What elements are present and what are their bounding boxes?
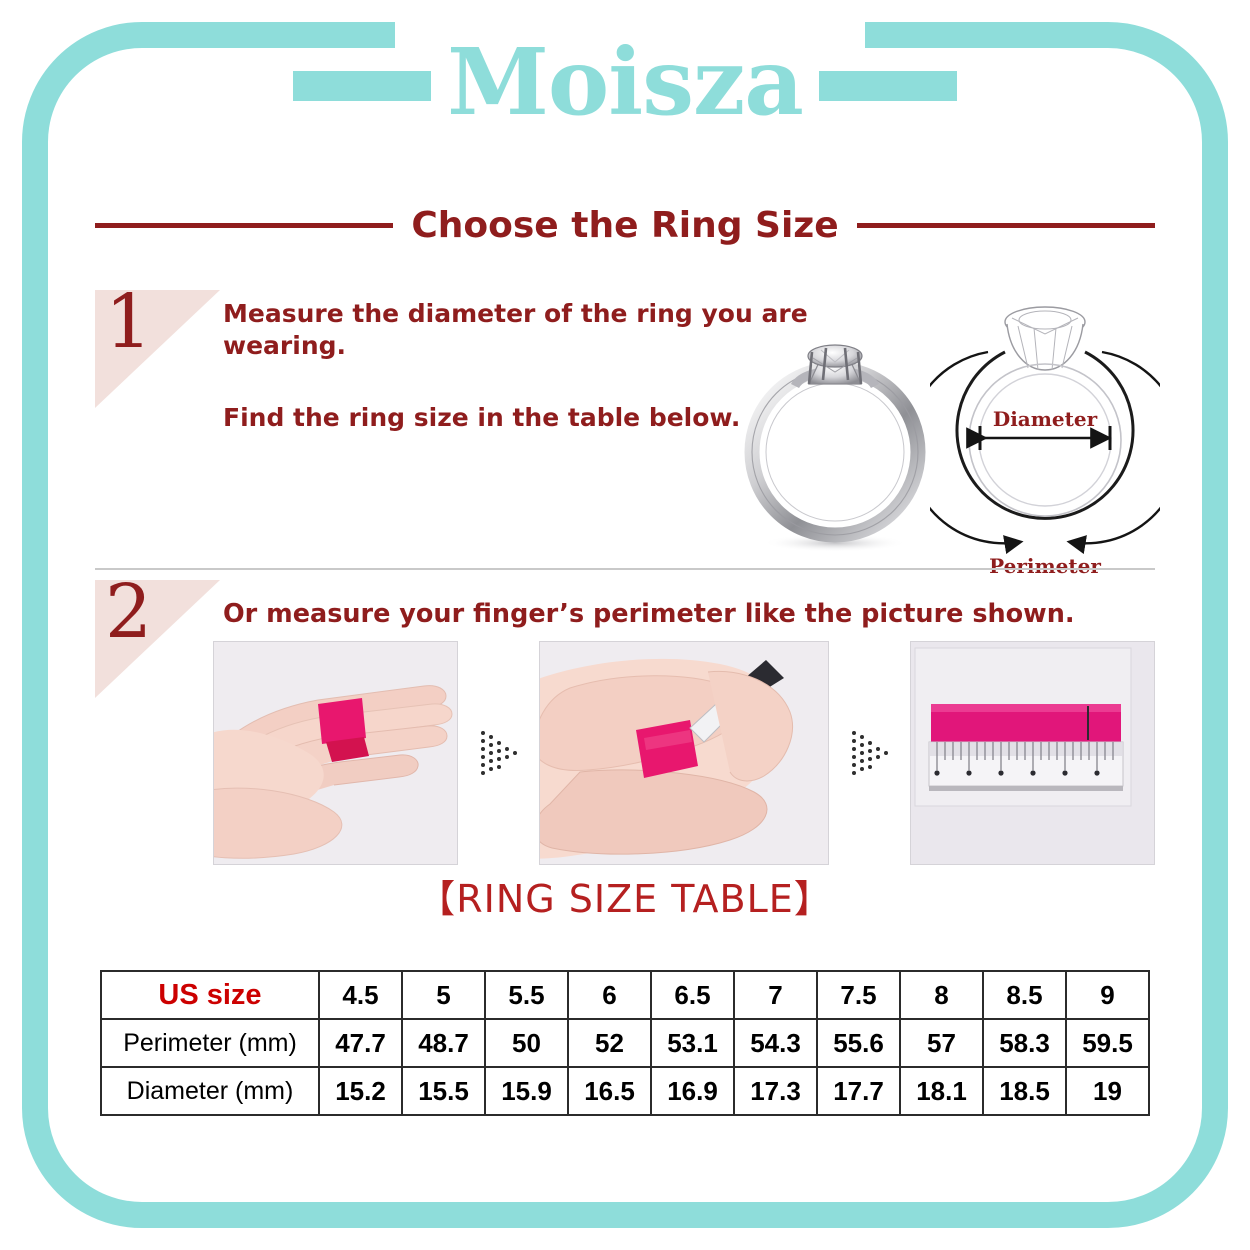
perimeter-label: Perimeter <box>989 554 1101 578</box>
row-label-diameter: Diameter (mm) <box>100 1066 320 1116</box>
cell-perimeter: 58.3 <box>982 1018 1067 1068</box>
cell-diameter: 15.9 <box>484 1066 569 1116</box>
step-1-number-badge: 1 <box>95 290 220 408</box>
cell-perimeter: 53.1 <box>650 1018 735 1068</box>
cell-us-size: 8 <box>899 970 984 1020</box>
ring-size-table-heading: 【RING SIZE TABLE】 <box>417 877 833 921</box>
step-2-number: 2 <box>105 580 153 655</box>
dotted-arrow-icon <box>851 730 888 775</box>
photo-strip-on-finger <box>213 640 458 865</box>
step-1-triangle <box>95 290 220 408</box>
cell-diameter: 17.3 <box>733 1066 818 1116</box>
ring-illustrations: Diameter Perimeter <box>735 290 1160 580</box>
cell-perimeter: 55.6 <box>816 1018 901 1068</box>
step-divider <box>95 568 1155 570</box>
frame-logo-gap <box>395 10 865 80</box>
cell-diameter: 16.9 <box>650 1066 735 1116</box>
cell-us-size: 4.5 <box>318 970 403 1020</box>
cell-us-size: 7 <box>733 970 818 1020</box>
cell-diameter: 17.7 <box>816 1066 901 1116</box>
cell-us-size: 5.5 <box>484 970 569 1020</box>
table-row-diameter: Diameter (mm) 15.2 15.5 15.9 16.5 16.9 1… <box>100 1066 1150 1116</box>
page-title: Choose the Ring Size <box>95 200 1155 250</box>
cell-diameter: 18.5 <box>982 1066 1067 1116</box>
ring-size-table: US size 4.5 5 5.5 6 6.5 7 7.5 8 8.5 9 Pe… <box>100 970 1150 1116</box>
dotted-arrow-icon <box>480 730 517 775</box>
step-2-line-1: Or measure your finger’s perimeter like … <box>223 599 1075 629</box>
hand-with-strip-image <box>214 641 457 864</box>
cell-us-size: 9 <box>1065 970 1150 1020</box>
cell-diameter: 15.5 <box>401 1066 486 1116</box>
page-title-text: Choose the Ring Size <box>411 204 839 246</box>
measure-photo-sequence <box>213 640 1155 865</box>
cell-us-size: 5 <box>401 970 486 1020</box>
logo-bar-right <box>818 70 957 101</box>
cell-perimeter: 47.7 <box>318 1018 403 1068</box>
step-1: 1 Measure the diameter of the ring you a… <box>95 290 1160 578</box>
solitaire-ring-photo-icon <box>744 344 926 552</box>
step-1-number: 1 <box>105 290 153 365</box>
cell-diameter: 15.2 <box>318 1066 403 1116</box>
content-card: Choose the Ring Size 1 Measure the diame… <box>95 150 1160 1130</box>
cell-us-size: 6 <box>567 970 652 1020</box>
cell-perimeter: 48.7 <box>401 1018 486 1068</box>
photo-measure-strip-on-ruler <box>910 640 1155 865</box>
ruler-with-strip-image <box>911 641 1154 864</box>
photo-arrow-separator-1 <box>458 640 539 865</box>
step-2-number-badge: 2 <box>95 580 220 698</box>
cell-diameter: 18.1 <box>899 1066 984 1116</box>
step-1-text: Measure the diameter of the ring you are… <box>223 298 823 434</box>
cell-diameter: 19 <box>1065 1066 1150 1116</box>
cell-perimeter: 59.5 <box>1065 1018 1150 1068</box>
cell-perimeter: 50 <box>484 1018 569 1068</box>
title-rule-left <box>95 222 394 228</box>
cell-us-size: 7.5 <box>816 970 901 1020</box>
cell-perimeter: 52 <box>567 1018 652 1068</box>
table-row-perimeter: Perimeter (mm) 47.7 48.7 50 52 53.1 54.3… <box>100 1018 1150 1068</box>
logo-bar-left <box>293 70 432 101</box>
step-1-line-1: Measure the diameter of the ring you are… <box>223 299 808 360</box>
cell-us-size: 8.5 <box>982 970 1067 1020</box>
title-rule-right <box>856 222 1155 228</box>
diameter-label: Diameter <box>993 407 1098 431</box>
brand-name: Moisza <box>447 27 804 136</box>
step-2-triangle <box>95 580 220 698</box>
cell-diameter: 16.5 <box>567 1066 652 1116</box>
cell-perimeter: 57 <box>899 1018 984 1068</box>
table-row-us-size: US size 4.5 5 5.5 6 6.5 7 7.5 8 8.5 9 <box>100 970 1150 1020</box>
ring-measurement-diagram: Diameter Perimeter <box>930 306 1160 578</box>
hand-with-pen-image <box>540 641 828 864</box>
step-2: 2 Or measure your finger’s perimeter lik… <box>95 580 1155 865</box>
step-1-line-2: Find the ring size in the table below. <box>223 403 741 432</box>
brand-logo: Moisza <box>0 28 1250 143</box>
step-2-text: Or measure your finger’s perimeter like … <box>223 598 1153 631</box>
photo-arrow-separator-2 <box>829 640 910 865</box>
row-label-us-size: US size <box>100 970 320 1020</box>
cell-perimeter: 54.3 <box>733 1018 818 1068</box>
row-label-perimeter: Perimeter (mm) <box>100 1018 320 1068</box>
cell-us-size: 6.5 <box>650 970 735 1020</box>
photo-mark-strip-with-pen <box>539 640 829 865</box>
